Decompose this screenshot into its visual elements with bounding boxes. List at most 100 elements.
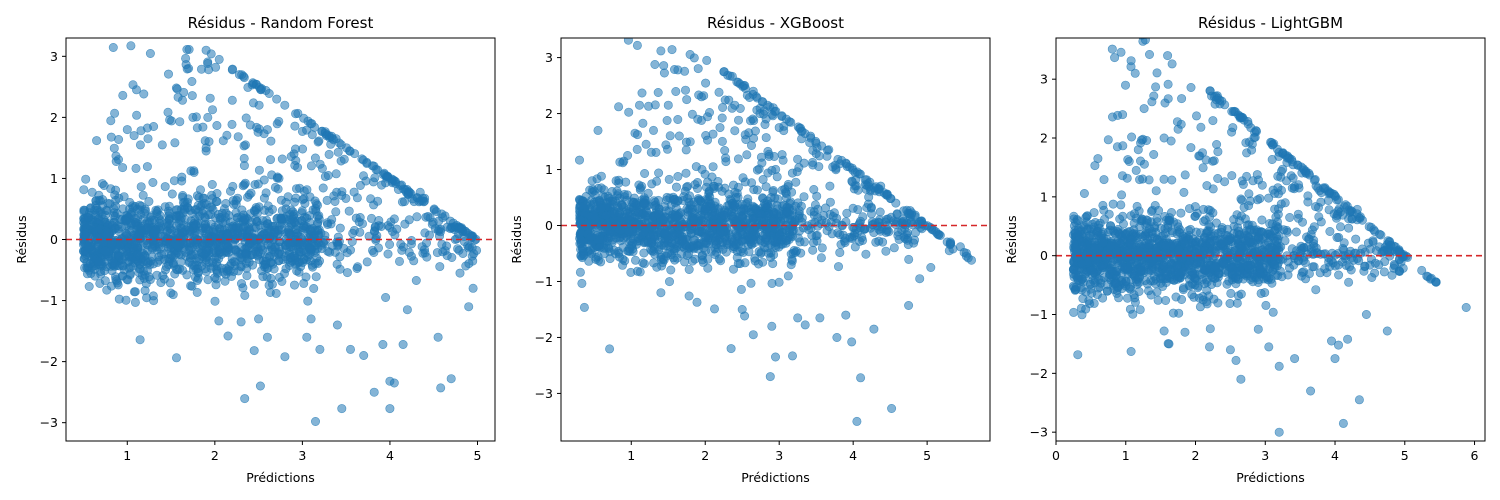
- data-point: [961, 248, 971, 258]
- outlier-point: [262, 125, 272, 135]
- data-point: [1351, 234, 1361, 244]
- y-tick-label: −1: [535, 274, 553, 289]
- data-point: [333, 147, 343, 157]
- outlier-point: [765, 372, 775, 382]
- outlier-point: [122, 125, 132, 135]
- data-point: [406, 236, 416, 246]
- data-point: [465, 230, 475, 240]
- outlier-point: [254, 314, 264, 324]
- data-point: [142, 223, 152, 233]
- data-point: [404, 215, 414, 225]
- data-point: [293, 216, 303, 226]
- data-point: [1135, 305, 1145, 315]
- outlier-point: [702, 55, 712, 65]
- data-point: [666, 265, 676, 275]
- data-point: [1104, 209, 1114, 219]
- data-point: [212, 197, 222, 207]
- data-point: [447, 253, 457, 263]
- data-point: [1069, 211, 1079, 221]
- data-point: [211, 62, 221, 72]
- data-point: [109, 143, 119, 153]
- data-point: [640, 169, 650, 179]
- outlier-point: [663, 100, 673, 110]
- data-point: [371, 234, 381, 244]
- data-point: [331, 207, 341, 217]
- data-point: [352, 193, 362, 203]
- outlier-point: [774, 123, 784, 133]
- data-point: [862, 180, 872, 190]
- outlier-point: [869, 324, 879, 334]
- data-point: [1268, 307, 1278, 317]
- data-point: [254, 100, 264, 110]
- data-point: [1221, 230, 1231, 240]
- y-tick-label: 2: [50, 110, 58, 125]
- outlier-point: [381, 292, 391, 302]
- data-point: [614, 0, 622, 7]
- data-point: [227, 222, 237, 232]
- data-point: [634, 10, 642, 18]
- data-point: [143, 134, 153, 144]
- data-point: [306, 161, 316, 171]
- data-point: [418, 193, 428, 203]
- data-point: [1069, 307, 1079, 317]
- data-point: [893, 231, 903, 241]
- data-point: [126, 41, 136, 51]
- data-point: [614, 12, 622, 20]
- x-tick-label: 2: [211, 448, 219, 463]
- data-point: [728, 264, 738, 274]
- data-point: [242, 271, 252, 281]
- data-point: [614, 175, 624, 185]
- data-point: [1325, 227, 1335, 237]
- data-point: [632, 40, 642, 50]
- data-point: [652, 262, 662, 272]
- data-point: [469, 249, 479, 259]
- data-point: [135, 335, 145, 345]
- data-point: [656, 252, 666, 262]
- data-point: [165, 115, 175, 125]
- data-point: [102, 285, 112, 295]
- data-point: [733, 154, 743, 164]
- data-point: [1339, 245, 1349, 255]
- data-point: [817, 243, 827, 253]
- outlier-point: [955, 242, 965, 252]
- data-point: [794, 206, 804, 216]
- data-point: [111, 151, 121, 161]
- data-point: [681, 145, 691, 155]
- data-point: [249, 279, 259, 289]
- data-point: [221, 269, 231, 279]
- data-point: [782, 207, 792, 217]
- data-point: [289, 149, 299, 159]
- data-point: [335, 264, 345, 274]
- data-point: [148, 178, 158, 188]
- data-point: [671, 87, 681, 97]
- data-point: [197, 64, 207, 74]
- data-point: [259, 175, 269, 185]
- data-point: [82, 269, 92, 279]
- data-point: [876, 181, 886, 191]
- outlier-point: [748, 86, 758, 96]
- data-point: [793, 154, 803, 164]
- data-point: [182, 44, 192, 54]
- data-point: [638, 118, 648, 128]
- data-point: [317, 126, 327, 136]
- data-point: [799, 237, 809, 247]
- data-point: [624, 211, 634, 221]
- data-point: [79, 230, 89, 240]
- data-point: [361, 176, 371, 186]
- data-point: [339, 243, 349, 253]
- data-point: [255, 249, 265, 259]
- data-point: [692, 297, 702, 307]
- outlier-point: [402, 305, 412, 315]
- data-point: [749, 116, 759, 126]
- data-point: [1265, 219, 1275, 229]
- outlier-point: [623, 151, 633, 161]
- data-point: [295, 247, 305, 257]
- data-point: [701, 204, 711, 214]
- data-point: [293, 163, 303, 173]
- data-point: [739, 204, 749, 214]
- data-point: [1379, 267, 1389, 277]
- x-tick-label: 5: [474, 448, 482, 463]
- outlier-point: [737, 304, 747, 314]
- data-point: [1069, 281, 1079, 291]
- outlier-point: [302, 332, 312, 342]
